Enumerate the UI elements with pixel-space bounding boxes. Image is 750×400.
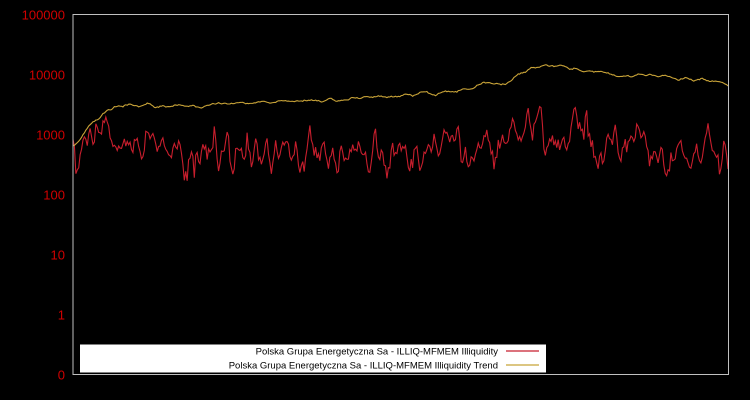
svg-text:1000: 1000 [36,128,65,143]
svg-text:100: 100 [43,188,65,203]
svg-text:10000: 10000 [29,68,65,83]
svg-text:10: 10 [51,248,65,263]
svg-text:0: 0 [58,368,65,383]
svg-text:100000: 100000 [22,8,65,23]
svg-text:Polska Grupa Energetyczna Sa -: Polska Grupa Energetyczna Sa - ILLIQ-MFM… [256,347,499,358]
svg-text:1: 1 [58,308,65,323]
svg-text:Polska Grupa Energetyczna Sa -: Polska Grupa Energetyczna Sa - ILLIQ-MFM… [229,361,498,372]
